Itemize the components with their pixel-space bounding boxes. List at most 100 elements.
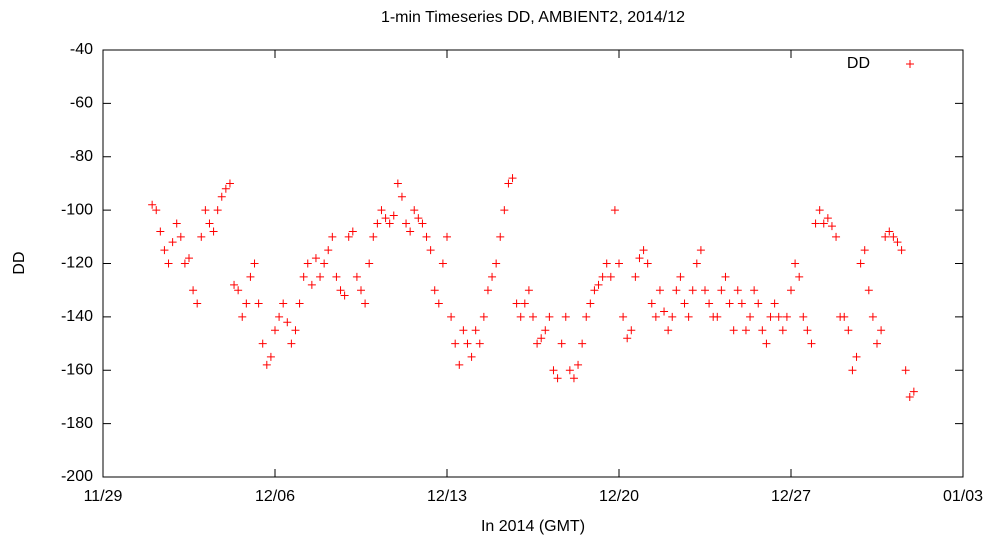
data-point bbox=[787, 286, 795, 295]
data-point bbox=[524, 286, 533, 295]
data-point bbox=[832, 232, 841, 241]
data-point bbox=[782, 312, 791, 321]
data-point bbox=[295, 299, 304, 308]
data-point bbox=[410, 206, 419, 215]
data-point bbox=[451, 339, 460, 348]
data-point bbox=[803, 326, 812, 335]
data-point bbox=[860, 246, 869, 255]
data-point bbox=[606, 272, 615, 281]
y-axis-label: DD bbox=[11, 251, 28, 274]
data-point bbox=[402, 219, 411, 228]
data-point bbox=[873, 339, 881, 348]
data-point bbox=[438, 259, 447, 268]
data-point bbox=[365, 259, 374, 268]
data-point bbox=[692, 259, 701, 268]
data-point bbox=[615, 259, 623, 268]
y-tick-label: -100 bbox=[61, 201, 93, 218]
data-point bbox=[332, 272, 341, 281]
data-point bbox=[426, 246, 435, 255]
data-point bbox=[815, 206, 824, 215]
data-point bbox=[868, 312, 877, 321]
data-point bbox=[254, 299, 263, 308]
data-point bbox=[369, 232, 378, 241]
data-point bbox=[385, 219, 394, 228]
data-point bbox=[557, 339, 566, 348]
data-point bbox=[541, 326, 550, 335]
data-point bbox=[422, 232, 431, 241]
data-point bbox=[848, 366, 857, 375]
data-point bbox=[578, 339, 587, 348]
data-point bbox=[643, 259, 652, 268]
x-tick-label: 12/27 bbox=[771, 488, 811, 505]
data-point bbox=[721, 272, 730, 281]
data-point bbox=[889, 232, 898, 241]
data-point bbox=[569, 374, 578, 383]
data-point bbox=[627, 326, 636, 335]
y-tick-label: -180 bbox=[61, 415, 93, 432]
y-tick-label: -60 bbox=[70, 95, 93, 112]
data-point bbox=[770, 299, 779, 308]
data-point bbox=[291, 326, 300, 335]
data-point bbox=[299, 272, 308, 281]
data-point bbox=[475, 339, 484, 348]
data-point bbox=[533, 339, 542, 348]
data-point bbox=[221, 184, 230, 193]
y-tick-label: -120 bbox=[61, 255, 93, 272]
data-point bbox=[672, 286, 681, 295]
data-point bbox=[520, 299, 529, 308]
data-point bbox=[799, 312, 808, 321]
data-point bbox=[373, 219, 382, 228]
data-point bbox=[246, 272, 255, 281]
data-point bbox=[701, 286, 709, 295]
data-point bbox=[553, 374, 562, 383]
x-tick-label: 11/29 bbox=[84, 488, 123, 505]
data-point bbox=[549, 366, 558, 375]
data-point bbox=[795, 272, 804, 281]
data-point bbox=[213, 206, 222, 215]
data-point bbox=[680, 299, 689, 308]
x-tick-label: 12/20 bbox=[599, 488, 639, 505]
data-point bbox=[852, 352, 861, 361]
data-point bbox=[909, 387, 918, 396]
data-point bbox=[590, 286, 599, 295]
data-point bbox=[287, 339, 296, 348]
data-point bbox=[217, 192, 226, 201]
data-point bbox=[504, 179, 513, 188]
data-point bbox=[418, 219, 427, 228]
data-point bbox=[201, 206, 210, 215]
data-point bbox=[647, 299, 656, 308]
data-point bbox=[840, 312, 849, 321]
plot-frame bbox=[102, 49, 964, 478]
data-point bbox=[148, 200, 157, 209]
data-point bbox=[705, 299, 714, 308]
y-tick-label: -200 bbox=[61, 468, 93, 485]
legend-marker bbox=[906, 60, 914, 68]
data-point bbox=[389, 211, 398, 220]
data-point bbox=[467, 352, 476, 361]
data-point bbox=[320, 259, 329, 268]
data-point bbox=[881, 232, 890, 241]
data-point bbox=[758, 326, 767, 335]
data-point bbox=[811, 219, 820, 228]
data-point bbox=[324, 246, 333, 255]
data-point bbox=[766, 312, 775, 321]
data-point bbox=[819, 219, 828, 228]
data-point bbox=[307, 280, 316, 289]
data-point bbox=[664, 326, 673, 335]
data-point bbox=[500, 206, 509, 215]
data-point bbox=[635, 254, 644, 263]
data-point bbox=[565, 366, 574, 375]
data-point bbox=[901, 366, 910, 375]
data-point bbox=[189, 286, 198, 295]
data-point bbox=[393, 179, 402, 188]
data-point bbox=[574, 360, 583, 369]
legend-label: DD bbox=[847, 55, 870, 72]
data-point bbox=[271, 326, 279, 335]
data-point bbox=[397, 192, 406, 201]
data-point bbox=[193, 299, 202, 308]
y-tick-label: -140 bbox=[61, 308, 93, 325]
data-point bbox=[152, 206, 161, 215]
data-point bbox=[537, 334, 546, 343]
y-tick-label: -40 bbox=[70, 41, 93, 58]
data-point bbox=[713, 312, 722, 321]
